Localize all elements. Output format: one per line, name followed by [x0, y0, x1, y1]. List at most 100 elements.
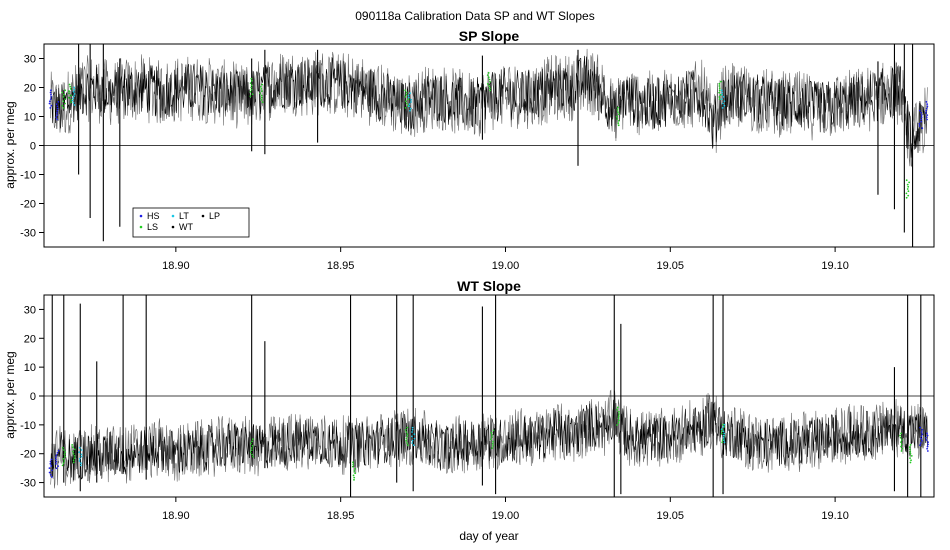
wt-ls-point: [62, 462, 65, 465]
sp-ls-point: [67, 96, 70, 99]
wt-hs-point: [55, 458, 57, 461]
wt-ls-point: [617, 415, 620, 418]
sp-lt-point: [721, 91, 724, 94]
wt-ls-point: [352, 461, 354, 464]
wt-ls-point: [909, 452, 912, 455]
legend-swatch-ls: [139, 225, 143, 229]
wt-ls-point: [617, 417, 620, 420]
wt-x-tick-label: 18.95: [327, 510, 355, 522]
sp-ls-point: [615, 115, 618, 118]
wt-x-tick-label: 19.00: [492, 510, 520, 522]
wt-lt-point: [80, 453, 83, 456]
wt-lt-point: [411, 428, 414, 431]
sp-ls-point: [905, 196, 908, 199]
sp-lt-point: [409, 109, 411, 112]
wt-x-tick-label: 18.90: [162, 510, 190, 522]
wt-ls-point: [909, 444, 912, 446]
wt-lt-point: [722, 430, 725, 433]
wt-ls-point: [491, 442, 494, 445]
sp-ls-point: [249, 91, 252, 93]
wt-hs-point: [48, 471, 51, 474]
sp-y-tick-label: 30: [24, 54, 36, 66]
wt-ls-point: [352, 474, 355, 477]
sp-hs-point: [918, 109, 921, 112]
sp-ls-point: [488, 85, 491, 87]
sp-x-tick-label: 18.95: [327, 260, 355, 272]
sp-ls-point: [617, 122, 620, 124]
sp-hs-point: [918, 122, 921, 125]
wt-ls-point: [492, 444, 494, 447]
sp-lt-point: [407, 105, 410, 108]
wt-y-tick-label: -20: [20, 449, 36, 461]
wt-ls-point: [405, 431, 408, 433]
wt-hs-point: [49, 460, 52, 463]
wt-y-tick-label: 20: [24, 333, 36, 345]
wt-lt-point: [80, 464, 82, 467]
wt-ls-point: [908, 446, 911, 449]
wt-ls-point: [249, 442, 252, 445]
wt-ls-point: [900, 445, 902, 448]
sp-ls-point: [64, 89, 67, 92]
x-axis-label: day of year: [459, 529, 518, 543]
sp-hs-point: [920, 111, 922, 114]
sp-lt-point: [409, 107, 412, 110]
wt-hs-point: [50, 458, 53, 461]
wt-ls-point: [406, 426, 409, 429]
wt-ls-point: [250, 447, 253, 449]
wt-ls-point: [900, 432, 902, 435]
sp-ls-point: [259, 85, 262, 88]
wt-ls-point: [71, 450, 74, 453]
sp-hs-point: [50, 104, 53, 107]
sp-ls-point: [718, 91, 721, 94]
wt-hs-point: [57, 465, 60, 467]
wt-ls-point: [406, 442, 408, 444]
wt-ls-point: [900, 441, 902, 444]
legend-swatch-hs: [139, 214, 143, 218]
wt-ls-point: [490, 436, 493, 438]
sp-hs-point: [50, 96, 53, 98]
sp-ls-point: [616, 109, 619, 111]
wt-lt-point: [723, 441, 726, 444]
sp-ls-point: [70, 101, 72, 103]
sp-hs-point: [48, 102, 51, 105]
sp-legend: HS LT LP LS WT: [132, 207, 250, 238]
wt-ls-point: [63, 449, 65, 451]
sp-ls-point: [720, 80, 722, 83]
sp-lt-point: [720, 98, 723, 100]
wt-ls-point: [251, 438, 254, 441]
sp-hs-point: [56, 112, 58, 114]
wt-ls-point: [492, 440, 494, 443]
wt-lt-point: [411, 442, 414, 444]
wt-ls-point: [63, 453, 66, 456]
wt-ls-point: [909, 448, 911, 451]
wt-hs-point: [927, 443, 929, 446]
sp-ls-point: [405, 102, 408, 105]
wt-hs-point: [49, 473, 52, 476]
wt-hs-point: [48, 467, 51, 470]
sp-ls-point: [62, 96, 65, 98]
wt-ls-point: [251, 453, 253, 456]
sp-ls-point: [261, 83, 264, 86]
wt-hs-point: [926, 445, 929, 448]
sp-x-tick-label: 19.00: [492, 260, 520, 272]
sp-slope-title: SP Slope: [459, 28, 520, 44]
wt-wt-trace: [50, 399, 928, 481]
wt-hs-point: [50, 469, 53, 472]
wt-lt-point: [411, 439, 414, 442]
wt-ls-point: [616, 406, 619, 409]
wt-ls-point: [899, 436, 902, 439]
sp-lt-point: [73, 88, 76, 91]
sp-ls-point: [617, 120, 620, 122]
sp-ls-point: [70, 94, 72, 97]
sp-ls-point: [617, 106, 619, 109]
wt-ls-point: [62, 457, 65, 460]
sp-hs-point: [49, 91, 52, 94]
wt-ls-point: [404, 428, 407, 431]
sp-hs-point: [55, 116, 58, 119]
sp-lt-point: [722, 102, 724, 105]
wt-y-tick-label: -30: [20, 478, 36, 490]
sp-lt-point: [73, 86, 76, 89]
wt-hs-point: [926, 432, 928, 435]
wt-hs-point: [55, 456, 57, 459]
wt-ls-point: [616, 424, 618, 426]
